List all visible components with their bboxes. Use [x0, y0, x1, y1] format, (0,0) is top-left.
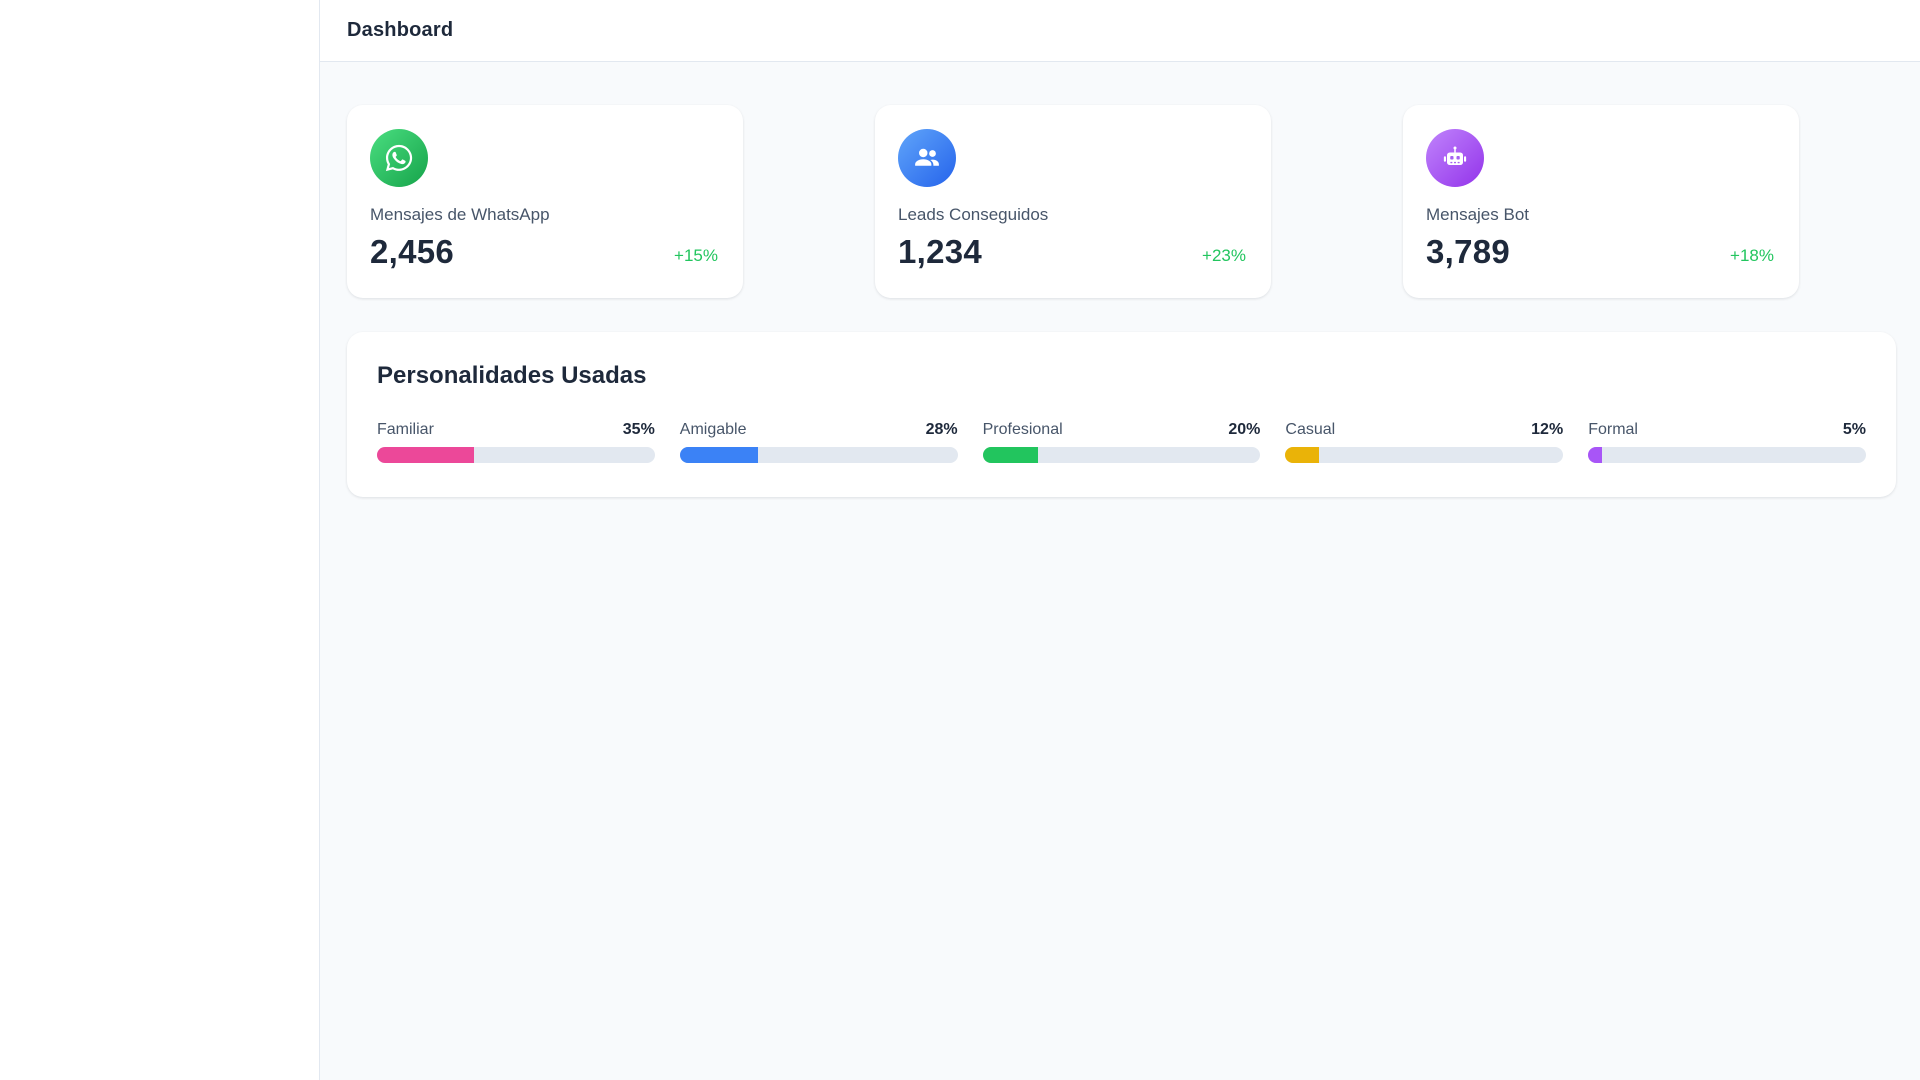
personality-item-profesional: Profesional 20%	[982, 421, 1261, 463]
personality-label: Profesional	[982, 421, 1063, 438]
progress-fill	[679, 447, 758, 463]
personality-label: Formal	[1588, 421, 1638, 438]
content-column: Dashboard Mensajes de WhatsApp 2,456 +15…	[320, 0, 1920, 1080]
stat-value: 3,789	[1426, 233, 1511, 270]
users-icon	[898, 129, 956, 187]
stat-change-badge: +23%	[1202, 246, 1246, 265]
personality-item-formal: Formal 5%	[1588, 421, 1866, 463]
personality-item-casual: Casual 12%	[1285, 421, 1564, 463]
progress-fill	[982, 447, 1039, 463]
personalities-title: Personalidades Usadas	[377, 362, 647, 389]
personality-percent: 35%	[622, 421, 655, 438]
stat-card-bot: Mensajes Bot 3,789 +18%	[1403, 105, 1799, 298]
progress-track	[679, 447, 958, 463]
stat-value-row: 3,789 +18%	[1426, 233, 1774, 271]
stat-card-leads: Leads Conseguidos 1,234 +23%	[875, 105, 1271, 298]
stats-row: Mensajes de WhatsApp 2,456 +15%	[347, 105, 1896, 298]
personality-percent: 28%	[925, 421, 958, 438]
stat-value: 2,456	[370, 233, 455, 270]
main-content: Mensajes de WhatsApp 2,456 +15%	[320, 62, 1920, 1080]
personality-percent: 5%	[1842, 421, 1866, 438]
progress-track	[982, 447, 1261, 463]
personality-head: Casual 12%	[1285, 421, 1563, 439]
personality-item-familiar: Familiar 35%	[377, 421, 655, 463]
progress-track	[1285, 447, 1564, 463]
sidebar	[0, 0, 320, 1080]
personality-head: Profesional 20%	[983, 421, 1261, 439]
stat-change-badge: +18%	[1730, 246, 1774, 265]
topbar: Dashboard	[320, 0, 1920, 62]
stat-label: Leads Conseguidos	[898, 205, 1049, 224]
progress-fill	[1588, 447, 1603, 463]
personality-percent: 12%	[1531, 421, 1564, 438]
personality-head: Familiar 35%	[377, 421, 655, 439]
stat-value: 1,234	[898, 233, 983, 270]
personality-label: Casual	[1285, 421, 1336, 438]
personalities-card: Personalidades Usadas Familiar 35%	[347, 332, 1896, 497]
stat-label: Mensajes de WhatsApp	[370, 205, 550, 224]
personality-percent: 20%	[1228, 421, 1261, 438]
progress-fill	[1285, 447, 1319, 463]
progress-track	[1588, 447, 1866, 463]
stat-change-badge: +15%	[674, 246, 718, 265]
robot-icon	[1426, 129, 1484, 187]
personality-label: Familiar	[377, 421, 434, 438]
personality-head: Formal 5%	[1588, 421, 1866, 439]
stat-card-whatsapp: Mensajes de WhatsApp 2,456 +15%	[347, 105, 743, 298]
personality-row: Familiar 35% Amigable 28%	[377, 421, 1866, 463]
stat-label: Mensajes Bot	[1426, 205, 1529, 224]
whatsapp-icon	[370, 129, 428, 187]
personality-label: Amigable	[679, 421, 747, 438]
progress-fill	[377, 447, 475, 463]
progress-track	[377, 447, 655, 463]
stat-value-row: 2,456 +15%	[370, 233, 718, 271]
page-title: Dashboard	[347, 19, 454, 41]
personality-head: Amigable 28%	[680, 421, 958, 439]
stat-value-row: 1,234 +23%	[898, 233, 1246, 271]
personality-item-amigable: Amigable 28%	[679, 421, 958, 463]
